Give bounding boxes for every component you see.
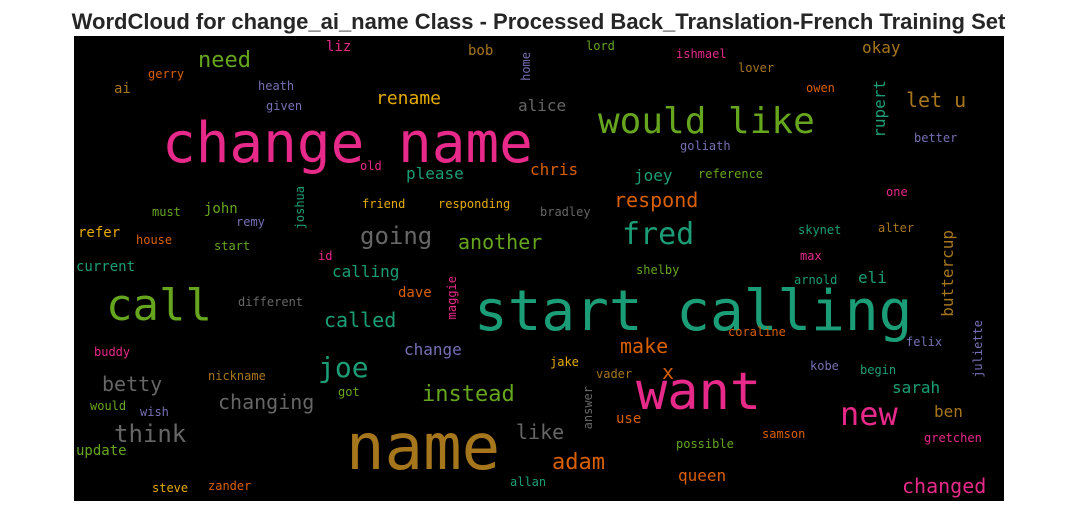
cloud-word: please bbox=[406, 164, 464, 183]
cloud-word: called bbox=[324, 308, 397, 332]
cloud-word: queen bbox=[678, 466, 727, 485]
cloud-word: would like bbox=[598, 101, 815, 142]
cloud-word: start bbox=[214, 239, 251, 253]
cloud-word: felix bbox=[906, 335, 943, 349]
cloud-word: name bbox=[346, 411, 501, 485]
cloud-word: shelby bbox=[636, 263, 680, 277]
word-cloud: start calling change name name want call woul… bbox=[74, 36, 1004, 501]
cloud-word: lover bbox=[738, 61, 775, 75]
cloud-word: john bbox=[204, 201, 238, 217]
cloud-word: ben bbox=[934, 402, 963, 421]
cloud-word: arnold bbox=[794, 273, 838, 287]
cloud-word: gretchen bbox=[924, 431, 982, 445]
cloud-word: instead bbox=[422, 382, 515, 407]
cloud-word: given bbox=[266, 99, 303, 113]
cloud-word: betty bbox=[102, 372, 163, 396]
cloud-word: alice bbox=[518, 96, 567, 115]
cloud-word: joey bbox=[634, 166, 673, 185]
cloud-word: adam bbox=[552, 450, 605, 475]
cloud-word: okay bbox=[862, 38, 901, 57]
cloud-word: better bbox=[914, 131, 958, 145]
cloud-word: home bbox=[519, 52, 533, 81]
cloud-word: want bbox=[636, 362, 762, 422]
cloud-word: maggie bbox=[445, 276, 459, 320]
cloud-word: bradley bbox=[540, 205, 591, 219]
cloud-word: like bbox=[516, 420, 565, 444]
cloud-word: changed bbox=[902, 474, 987, 498]
cloud-word: changing bbox=[218, 390, 315, 414]
cloud-word: current bbox=[76, 259, 136, 275]
cloud-word: zander bbox=[208, 479, 252, 493]
cloud-word: joshua bbox=[293, 186, 307, 230]
cloud-word: ishmael bbox=[676, 47, 727, 61]
cloud-word: need bbox=[198, 48, 251, 73]
cloud-word: ai bbox=[114, 81, 131, 97]
cloud-word: think bbox=[114, 420, 187, 448]
cloud-word: different bbox=[238, 295, 304, 309]
chart-title: WordCloud for change_ai_name Class - Pro… bbox=[71, 9, 1006, 34]
cloud-word: coraline bbox=[728, 325, 786, 339]
cloud-word: house bbox=[136, 233, 173, 247]
cloud-word: answer bbox=[581, 386, 595, 430]
cloud-word: begin bbox=[860, 363, 897, 377]
cloud-word: friend bbox=[362, 197, 406, 211]
cloud-word: responding bbox=[438, 197, 511, 211]
cloud-word: alter bbox=[878, 221, 915, 235]
cloud-word: vader bbox=[596, 367, 633, 381]
cloud-word: juliette bbox=[971, 320, 985, 378]
cloud-word: allan bbox=[510, 475, 547, 489]
cloud-word: bob bbox=[468, 43, 494, 59]
cloud-word: rename bbox=[376, 88, 442, 109]
cloud-word: id bbox=[318, 249, 333, 263]
cloud-word: liz bbox=[326, 39, 352, 55]
cloud-word: another bbox=[458, 230, 543, 254]
cloud-word: refer bbox=[78, 225, 121, 241]
cloud-word: gerry bbox=[148, 67, 185, 81]
cloud-word: reference bbox=[698, 167, 764, 181]
cloud-word: goliath bbox=[680, 139, 731, 153]
cloud-word: fred bbox=[622, 217, 695, 252]
cloud-word: buttercup bbox=[938, 230, 957, 317]
cloud-word: steve bbox=[152, 481, 189, 495]
cloud-word: nickname bbox=[208, 369, 266, 383]
cloud-word: samson bbox=[762, 427, 806, 441]
cloud-word: got bbox=[338, 385, 360, 399]
cloud-word: kobe bbox=[810, 359, 839, 373]
cloud-word: buddy bbox=[94, 345, 131, 359]
cloud-word: chris bbox=[530, 160, 579, 179]
cloud-word: calling bbox=[332, 262, 400, 281]
cloud-word: dave bbox=[398, 285, 432, 301]
cloud-word: let u bbox=[906, 88, 967, 112]
cloud-word: call bbox=[106, 280, 212, 331]
cloud-word: eli bbox=[858, 268, 887, 287]
cloud-word: sarah bbox=[892, 378, 941, 397]
cloud-word: wish bbox=[140, 405, 169, 419]
cloud-word: max bbox=[800, 249, 822, 263]
cloud-word: new bbox=[840, 395, 898, 433]
cloud-word: heath bbox=[258, 79, 295, 93]
cloud-word: would bbox=[90, 399, 127, 413]
cloud-word: lord bbox=[586, 39, 615, 53]
cloud-word: change name bbox=[162, 111, 533, 176]
cloud-word: old bbox=[360, 159, 382, 173]
cloud-word: joe bbox=[318, 351, 369, 384]
cloud-word: possible bbox=[676, 437, 734, 451]
cloud-word: respond bbox=[614, 188, 699, 212]
cloud-word: one bbox=[886, 185, 908, 199]
cloud-word: owen bbox=[806, 81, 835, 95]
cloud-word: use bbox=[616, 411, 642, 427]
cloud-word: skynet bbox=[798, 223, 842, 237]
cloud-word: must bbox=[152, 205, 181, 219]
cloud-word: make bbox=[620, 334, 669, 358]
cloud-word: jake bbox=[550, 355, 579, 369]
cloud-word: start calling bbox=[474, 279, 913, 344]
cloud-word: rupert bbox=[870, 80, 889, 138]
cloud-word: x bbox=[662, 360, 675, 384]
cloud-word: change bbox=[404, 340, 462, 359]
cloud-word: update bbox=[76, 443, 127, 459]
cloud-word: going bbox=[360, 222, 433, 250]
cloud-word: remy bbox=[236, 215, 265, 229]
